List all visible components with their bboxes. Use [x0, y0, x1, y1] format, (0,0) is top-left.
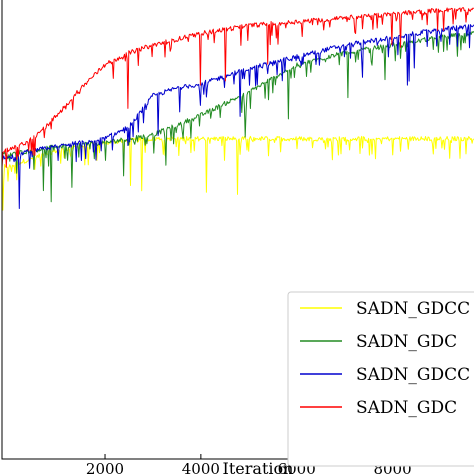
series-line-3 [2, 24, 474, 209]
x-tick-label: 2000 [86, 460, 124, 474]
legend-box [287, 291, 474, 467]
legend-label: SADN_GDCC [356, 365, 470, 385]
x-axis-title: Iteration [223, 459, 294, 474]
legend: SADN_GDCC SADN_GDC SADN_GDCC SADN_GDC [287, 291, 474, 467]
legend-label: SADN_GDC [356, 398, 457, 418]
plot-frame [1, 0, 474, 460]
x-tick-label: 4000 [182, 460, 220, 474]
legend-label: SADN_GDC [356, 332, 457, 352]
series-line-4 [2, 7, 474, 168]
legend-label: SADN_GDCC [356, 299, 470, 319]
series-line-1 [2, 135, 474, 211]
series-layer [2, 7, 474, 211]
